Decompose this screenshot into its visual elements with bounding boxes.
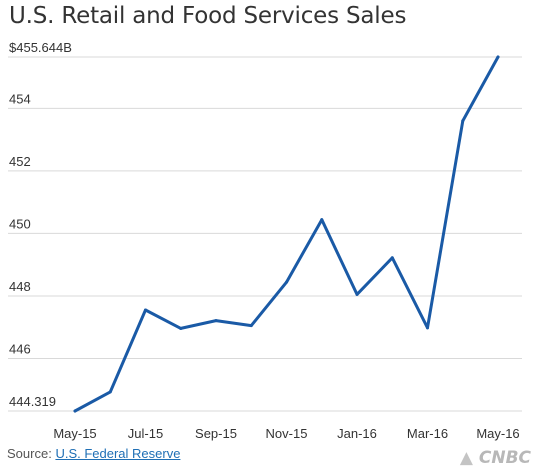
source-link[interactable]: U.S. Federal Reserve: [55, 446, 181, 461]
source-label: Source:: [7, 446, 52, 461]
x-tick-label: Mar-16: [407, 426, 448, 441]
gridlines: [8, 56, 522, 412]
data-point: [214, 319, 218, 323]
data-point: [108, 390, 112, 394]
x-axis-ticks: May-15 Jul-15 Sep-15 Nov-15 Jan-16 Mar-16 May-…: [53, 426, 519, 441]
y-tick-label: 454: [9, 91, 31, 106]
data-point: [73, 409, 77, 413]
chart-title: U.S. Retail and Food Services Sales: [9, 3, 407, 29]
data-point: [179, 326, 183, 330]
source-line: Source: U.S. Federal Reserve: [7, 446, 180, 461]
peacock-icon: ▲: [459, 448, 473, 468]
y-tick-label: 448: [9, 279, 31, 294]
data-point: [285, 280, 288, 284]
cnbc-logo: ▲ CNBC: [460, 448, 531, 468]
data-point: [249, 324, 253, 328]
data-point: [320, 218, 324, 222]
x-tick-label: Nov-15: [266, 426, 308, 441]
y-tick-label: 444.319: [9, 394, 56, 409]
y-tick-label: 450: [9, 216, 31, 231]
series-line: [73, 55, 500, 413]
y-tick-label: 446: [9, 341, 31, 356]
data-point: [144, 308, 147, 312]
logo-text: CNBC: [478, 448, 531, 468]
data-point: [461, 119, 465, 123]
y-tick-label: $455.644B: [9, 40, 72, 55]
data-point: [496, 55, 500, 59]
x-tick-label: May-15: [53, 426, 96, 441]
y-tick-label: 452: [9, 154, 31, 169]
y-axis-ticks: $455.644B 454 452 450 448 446 444.319: [9, 40, 72, 409]
x-tick-label: Jan-16: [337, 426, 377, 441]
x-tick-label: Sep-15: [195, 426, 237, 441]
series-layer: [73, 55, 500, 413]
data-point: [390, 256, 394, 260]
data-point: [426, 326, 429, 330]
x-tick-label: Jul-15: [128, 426, 163, 441]
data-point: [355, 292, 359, 296]
x-tick-label: May-16: [476, 426, 519, 441]
